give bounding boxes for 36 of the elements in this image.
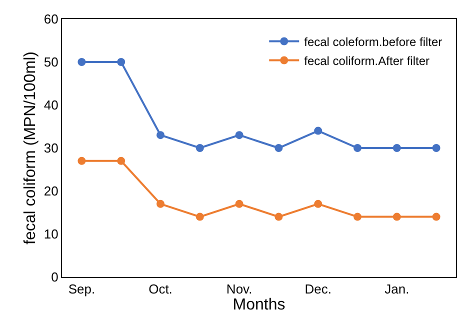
- point: [314, 200, 322, 208]
- point: [432, 212, 440, 221]
- x-tick-label: Jan.: [384, 282, 410, 297]
- point: [274, 212, 283, 221]
- x-axis-title: Months: [232, 296, 286, 314]
- point: [432, 144, 440, 152]
- y-tick-label: 40: [44, 98, 58, 113]
- point: [196, 212, 204, 221]
- point: [235, 200, 244, 208]
- point: [235, 131, 244, 140]
- point: [314, 126, 322, 135]
- point: [274, 144, 283, 152]
- legend-label: fecal coleform.before filter: [304, 34, 442, 49]
- point: [78, 58, 86, 66]
- point: [117, 58, 126, 66]
- y-tick-label: 30: [44, 140, 58, 156]
- y-tick-label: 0: [51, 270, 58, 285]
- y-tick-label: 10: [44, 226, 58, 242]
- legend-label: fecal coliform.After filter: [304, 54, 430, 68]
- x-tick-label: Nov.: [226, 282, 252, 297]
- x-tick-label: Oct.: [148, 282, 172, 297]
- point: [392, 212, 401, 221]
- x-tick-label: Sep.: [68, 282, 96, 297]
- point: [78, 156, 86, 165]
- y-axis-title: fecal coliform (MPN/100ml): [22, 52, 39, 244]
- x-tick-label: Dec.: [304, 282, 332, 297]
- point: [156, 131, 164, 140]
- point: [354, 212, 362, 221]
- y-tick-label: 20: [44, 184, 58, 199]
- point: [156, 200, 164, 208]
- point: [392, 144, 401, 152]
- y-tick-label: 60: [44, 12, 58, 27]
- y-tick-label: 50: [44, 54, 58, 70]
- point: [354, 144, 362, 152]
- point: [117, 156, 126, 165]
- point: [196, 144, 204, 152]
